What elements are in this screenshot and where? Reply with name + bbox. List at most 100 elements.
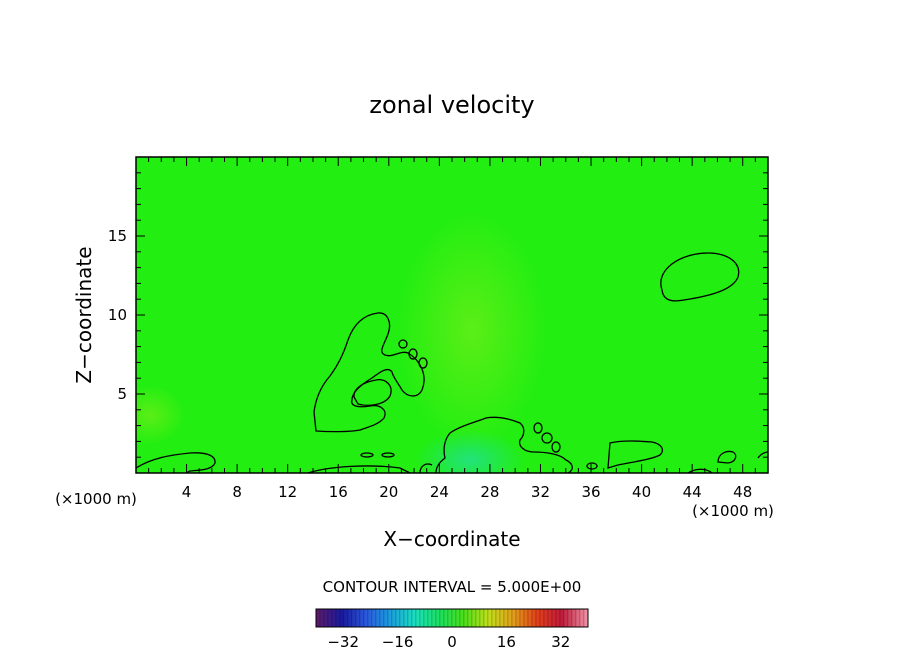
colorbar-swatch bbox=[443, 608, 449, 628]
contour-line bbox=[419, 463, 433, 473]
colorbar-frame bbox=[315, 608, 589, 628]
colorbar-swatch bbox=[579, 608, 585, 628]
colorbar-swatch bbox=[507, 608, 513, 628]
colorbar-swatch bbox=[475, 608, 481, 628]
colorbar-swatch bbox=[371, 608, 377, 628]
colorbar-swatch bbox=[491, 608, 497, 628]
field-shade-high bbox=[397, 210, 547, 450]
field-shade-low bbox=[415, 430, 525, 473]
contour-interval-label: CONTOUR INTERVAL = 5.000E+00 bbox=[323, 578, 582, 596]
colorbar-swatch bbox=[403, 608, 409, 628]
contour-line bbox=[551, 441, 561, 453]
x-tick-label: 28 bbox=[480, 483, 499, 501]
colorbar-swatch bbox=[387, 608, 393, 628]
x-tick-label: 48 bbox=[733, 483, 752, 501]
contour-line bbox=[660, 252, 740, 302]
contour-line bbox=[313, 312, 425, 433]
contour-line bbox=[381, 452, 395, 458]
colorbar-swatch bbox=[435, 608, 441, 628]
x-tick-label: 12 bbox=[278, 483, 297, 501]
colorbar-swatch bbox=[555, 608, 561, 628]
colorbar-tick-label: 16 bbox=[497, 633, 516, 651]
colorbar-swatch bbox=[515, 608, 521, 628]
contour-lines bbox=[136, 252, 768, 473]
colorbar-swatch bbox=[463, 608, 469, 628]
x-tick-label: 16 bbox=[329, 483, 348, 501]
x-tick-label: 4 bbox=[182, 483, 192, 501]
x-tick-label: 24 bbox=[430, 483, 449, 501]
colorbar-swatch bbox=[415, 608, 421, 628]
colorbar-swatch bbox=[527, 608, 533, 628]
colorbar-swatch bbox=[535, 608, 541, 628]
x-axis-ticks bbox=[148, 157, 756, 473]
colorbar-swatch bbox=[447, 608, 453, 628]
colorbar-swatch bbox=[363, 608, 369, 628]
contour-line bbox=[408, 348, 418, 360]
colorbar-swatch bbox=[427, 608, 433, 628]
colorbar-swatch bbox=[351, 608, 357, 628]
colorbar-swatch bbox=[375, 608, 381, 628]
colorbar-swatch bbox=[551, 608, 557, 628]
colorbar-swatch bbox=[523, 608, 529, 628]
x-axis-tick-labels: 4 8 12 16 20 24 28 32 36 40 44 48 bbox=[182, 483, 752, 501]
colorbar-swatch bbox=[395, 608, 401, 628]
colorbar-swatch bbox=[571, 608, 577, 628]
colorbar-swatch bbox=[547, 608, 553, 628]
contour-line bbox=[435, 416, 573, 473]
colorbar-swatch bbox=[499, 608, 505, 628]
y-tick-label: 15 bbox=[108, 227, 127, 245]
colorbar-swatch bbox=[399, 608, 405, 628]
y-axis-ticks bbox=[136, 172, 768, 458]
x-tick-label: 36 bbox=[581, 483, 600, 501]
x-tick-label: 8 bbox=[232, 483, 242, 501]
colorbar-swatch bbox=[323, 608, 329, 628]
colorbar-swatch bbox=[479, 608, 485, 628]
colorbar-tick-label: −16 bbox=[382, 633, 414, 651]
colorbar-swatch bbox=[343, 608, 349, 628]
x-unit-label-right: (×1000 m) bbox=[692, 502, 774, 520]
colorbar-swatch bbox=[531, 608, 537, 628]
contour-line bbox=[541, 432, 553, 444]
x-tick-label: 40 bbox=[632, 483, 651, 501]
contour-line bbox=[360, 452, 374, 458]
x-axis-label: X−coordinate bbox=[383, 527, 520, 551]
colorbar-swatch bbox=[331, 608, 337, 628]
colorbar-tick-labels: −32 −16 0 16 32 bbox=[327, 633, 570, 651]
colorbar-tick-label: 0 bbox=[447, 633, 457, 651]
colorbar-swatch bbox=[411, 608, 417, 628]
colorbar-swatch bbox=[467, 608, 473, 628]
contour-line bbox=[136, 452, 216, 473]
contour-line bbox=[418, 357, 428, 369]
colorbar-swatch bbox=[503, 608, 509, 628]
colorbar-swatch bbox=[511, 608, 517, 628]
y-tick-label: 5 bbox=[117, 385, 127, 403]
colorbar-swatch bbox=[495, 608, 501, 628]
colorbar-swatch bbox=[315, 608, 321, 628]
colorbar-swatch bbox=[407, 608, 413, 628]
y-axis-label: Z−coordinate bbox=[72, 246, 96, 383]
x-tick-label: 20 bbox=[379, 483, 398, 501]
colorbar-swatch bbox=[419, 608, 425, 628]
x-unit-label-left: (×1000 m) bbox=[55, 490, 137, 508]
colorbar-tick-label: −32 bbox=[327, 633, 359, 651]
colorbar-swatch bbox=[575, 608, 581, 628]
colorbar-swatch bbox=[451, 608, 457, 628]
colorbar-swatch bbox=[439, 608, 445, 628]
colorbar-swatch bbox=[319, 608, 325, 628]
contour-line bbox=[533, 422, 543, 434]
colorbar-swatch bbox=[359, 608, 365, 628]
x-tick-label: 44 bbox=[683, 483, 702, 501]
colorbar-swatch bbox=[583, 608, 589, 628]
chart-title: zonal velocity bbox=[369, 91, 534, 119]
colorbar-swatch bbox=[339, 608, 345, 628]
colorbar-swatch bbox=[559, 608, 565, 628]
colorbar-swatch bbox=[383, 608, 389, 628]
colorbar-swatch bbox=[471, 608, 477, 628]
colorbar-swatch bbox=[567, 608, 573, 628]
colorbar-swatch bbox=[347, 608, 353, 628]
colorbar-swatch bbox=[455, 608, 461, 628]
contour-line bbox=[398, 339, 408, 349]
field-shade-left bbox=[136, 385, 185, 445]
contour-line bbox=[717, 450, 737, 464]
